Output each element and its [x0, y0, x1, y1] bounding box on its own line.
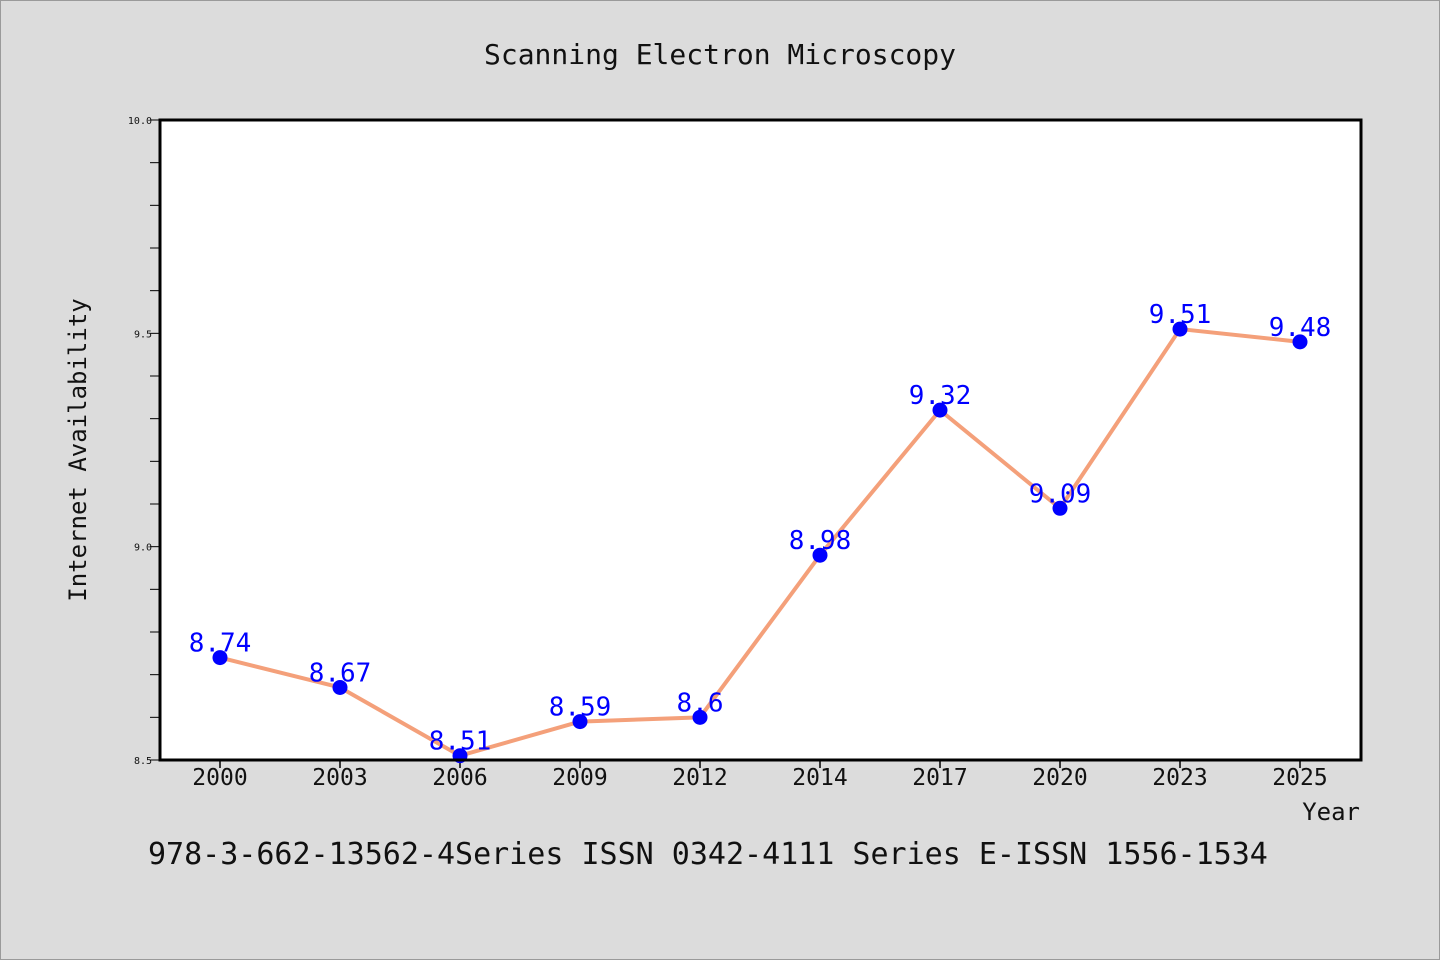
data-label: 8.67: [309, 658, 372, 688]
data-point-marker: [932, 402, 948, 418]
data-point-marker: [1172, 321, 1188, 337]
y-axis-label: Internet Availability: [64, 298, 92, 601]
x-tick-label: 2014: [792, 765, 847, 791]
x-tick-label: 2017: [912, 765, 967, 791]
data-label: 9.51: [1149, 300, 1212, 330]
data-label: 9.09: [1029, 479, 1092, 509]
footer-isbn-text: 978-3-662-13562-4Series ISSN 0342-4111 S…: [148, 837, 1268, 872]
data-point-marker: [572, 714, 588, 730]
y-tick-label: 9.0: [134, 543, 152, 554]
data-label: 8.51: [429, 727, 492, 757]
chart-title: Scanning Electron Microscopy: [484, 38, 956, 71]
y-tick-label: 9.5: [134, 329, 152, 340]
data-label: 8.98: [789, 526, 852, 556]
data-label: 9.32: [909, 381, 972, 411]
x-tick-label: 2006: [432, 765, 487, 791]
data-point-marker: [1292, 334, 1308, 350]
plot-area: [160, 120, 1361, 760]
x-tick-label: 2025: [1272, 765, 1327, 791]
data-label: 8.6: [677, 688, 724, 718]
data-label: 8.74: [189, 629, 252, 659]
x-tick-label: 2020: [1032, 765, 1087, 791]
data-point-marker: [812, 547, 828, 563]
data-label-group: 8.74 8.67 8.51 8.59 8.6 8.98 9.32 9.09 9.51 9.48: [189, 300, 1332, 757]
plot-border: [158, 118, 1363, 762]
x-tick-label: 2023: [1152, 765, 1207, 791]
data-point-marker: [1052, 500, 1068, 516]
x-tick-label: 2012: [672, 765, 727, 791]
x-tick-label: 2000: [192, 765, 247, 791]
data-point-marker: [212, 650, 228, 666]
y-tick-label: 10.0: [128, 116, 152, 127]
data-label: 9.48: [1269, 313, 1332, 343]
series-line: [218, 327, 1302, 758]
x-tick-label: 2009: [552, 765, 607, 791]
y-tick-label: 8.5: [134, 756, 152, 767]
data-point-marker: [332, 679, 348, 695]
data-label: 8.59: [549, 693, 612, 723]
data-point-marker: [692, 709, 708, 725]
x-tick-label: 2003: [312, 765, 367, 791]
x-axis-label: Year: [1302, 798, 1360, 826]
axes: 8.5 9.0 9.5 10.0 2000 2003 2006 2009 2012 2014 201…: [128, 116, 1328, 791]
